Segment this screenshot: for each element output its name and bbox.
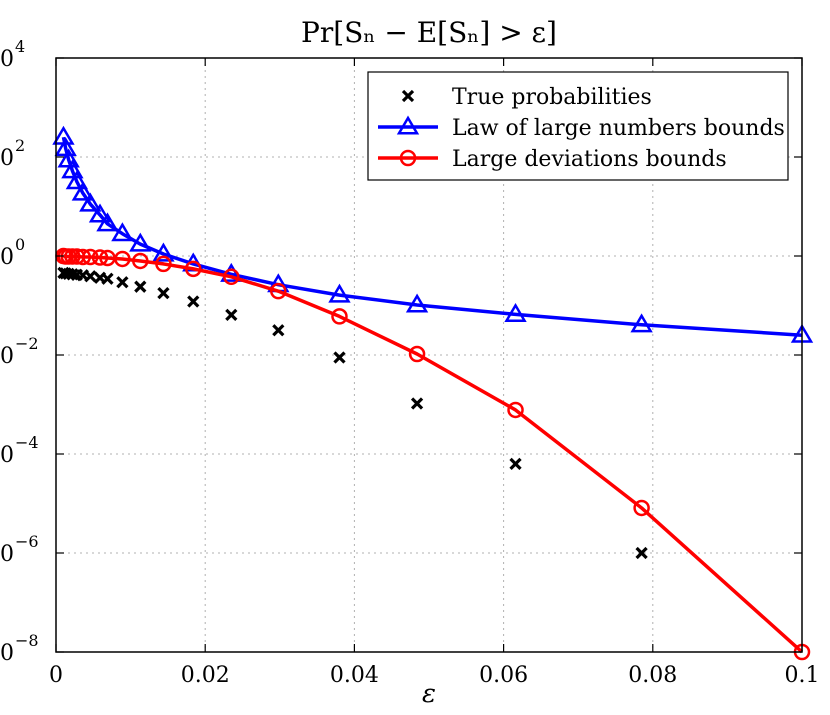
data-point-large-deviations-bounds (223, 268, 240, 286)
legend: True probabilities Law of large numbers b… (367, 71, 789, 181)
y-tick-exponent: −2 (15, 334, 39, 353)
data-point-large-deviations-bounds (155, 255, 172, 273)
data-point-true-probabilities (134, 280, 147, 293)
data-point-large-deviations-bounds (331, 308, 348, 325)
data-point-true-probabilities (116, 276, 129, 289)
data-point-large-deviations-bounds (74, 248, 92, 266)
legend-label: True probabilities (452, 85, 652, 110)
y-tick-exponent: −8 (15, 631, 39, 650)
data-point-law-of-large-numbers-bounds (630, 313, 653, 333)
data-point-true-probabilities (84, 270, 97, 283)
data-point-law-of-large-numbers-bounds (61, 159, 84, 179)
x-tick-label: 0.08 (628, 663, 677, 688)
legend-marker (401, 89, 415, 103)
legend-entry-law-of-large-numbers-bounds: Law of large numbers bounds (378, 115, 785, 141)
y-tick-label: 10 (0, 47, 14, 72)
y-tick-exponent: −6 (15, 532, 39, 551)
legend-marker (399, 149, 417, 167)
x-tick-label: 0.04 (330, 663, 379, 688)
x-tick-label: 0.06 (479, 663, 528, 688)
y-tick-label: 10 (0, 641, 14, 666)
data-point-true-probabilities (225, 308, 238, 322)
data-point-law-of-large-numbers-bounds (96, 212, 119, 232)
data-point-law-of-large-numbers-bounds (405, 293, 429, 313)
y-tick-label: 10 (0, 245, 14, 270)
data-point-true-probabilities (410, 397, 424, 410)
data-point-large-deviations-bounds (185, 260, 202, 278)
series-true-probabilities (57, 266, 648, 560)
data-point-large-deviations-bounds (91, 249, 109, 266)
chart-title: Pr[Sₙ − E[Sₙ] > ε] (301, 16, 557, 49)
data-point-law-of-large-numbers-bounds (129, 232, 152, 252)
series-layer (52, 125, 814, 661)
legend-entry-true-probabilities: True probabilities (401, 85, 652, 110)
y-tick-label: 10 (0, 542, 14, 567)
data-point-true-probabilities (333, 351, 346, 364)
y-tick-exponent: 0 (15, 235, 25, 254)
data-point-true-probabilities (272, 324, 285, 337)
y-tick-label: 10 (0, 146, 14, 171)
data-point-law-of-large-numbers-bounds (79, 192, 102, 212)
tick-layer: 00.020.040.060.080.110410210010−210−410−… (0, 37, 820, 688)
legend-entry-large-deviations-bounds: Large deviations bounds (378, 147, 727, 172)
y-tick-exponent: 2 (15, 136, 25, 155)
legend-label: Large deviations bounds (452, 147, 727, 172)
data-point-large-deviations-bounds (270, 282, 287, 300)
x-tick-label: 0.1 (785, 663, 820, 688)
series-large-deviations-bounds (55, 247, 811, 661)
y-tick-label: 10 (0, 344, 14, 369)
legend-marker (396, 115, 420, 135)
data-point-law-of-large-numbers-bounds (71, 181, 95, 201)
y-tick-exponent: −4 (15, 433, 39, 452)
data-point-large-deviations-bounds (408, 345, 426, 363)
data-point-large-deviations-bounds (132, 252, 149, 270)
data-point-true-probabilities (635, 546, 648, 560)
data-point-true-probabilities (509, 457, 522, 471)
y-tick-exponent: 4 (15, 37, 25, 56)
data-point-law-of-large-numbers-bounds (111, 222, 134, 242)
data-point-true-probabilities (187, 295, 200, 308)
data-point-law-of-large-numbers-bounds (65, 170, 89, 190)
data-point-true-probabilities (101, 272, 114, 285)
x-axis-label: ε (422, 679, 436, 709)
data-point-law-of-large-numbers-bounds (152, 242, 175, 262)
data-point-large-deviations-bounds (633, 499, 650, 517)
data-point-large-deviations-bounds (114, 250, 131, 268)
data-point-large-deviations-bounds (507, 401, 524, 419)
x-tick-label: 0 (49, 663, 63, 688)
data-point-law-of-large-numbers-bounds (88, 203, 112, 223)
data-point-law-of-large-numbers-bounds (328, 283, 351, 303)
x-tick-label: 0.02 (181, 663, 230, 688)
data-point-large-deviations-bounds (64, 248, 81, 265)
legend-label: Law of large numbers bounds (452, 116, 785, 141)
data-point-large-deviations-bounds (82, 248, 99, 266)
y-tick-label: 10 (0, 443, 14, 468)
data-point-true-probabilities (157, 286, 170, 300)
data-point-law-of-large-numbers-bounds (504, 302, 527, 322)
